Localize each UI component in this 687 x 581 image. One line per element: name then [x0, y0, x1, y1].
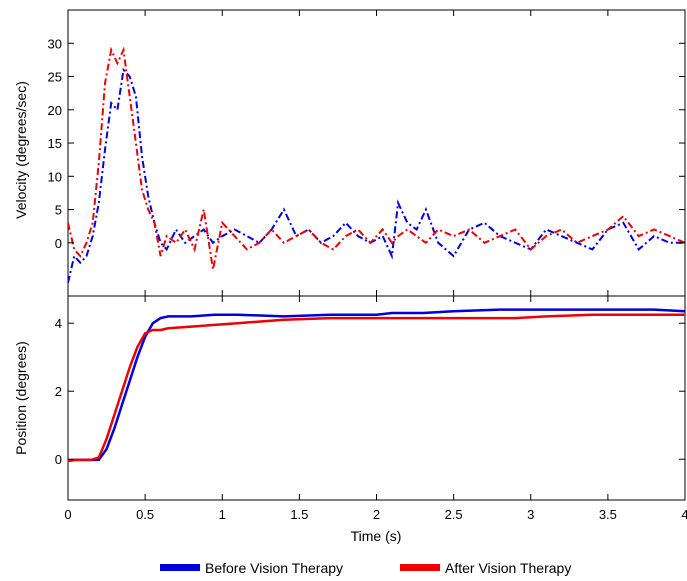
- x-tick-label: 2: [373, 507, 380, 522]
- x-tick-label: 0.5: [136, 507, 154, 522]
- velocity-y-tick-label: 15: [48, 136, 62, 151]
- x-tick-label: 1.5: [290, 507, 308, 522]
- legend-swatch-before: [160, 564, 200, 571]
- velocity-y-tick-label: 20: [48, 103, 62, 118]
- velocity-y-tick-label: 30: [48, 36, 62, 51]
- legend-label-before: Before Vision Therapy: [205, 560, 343, 576]
- legend-label-after: After Vision Therapy: [445, 560, 571, 576]
- x-tick-label: 3: [527, 507, 534, 522]
- position-y-axis-label: Position (degrees): [13, 341, 29, 455]
- position-series-line-after: [68, 313, 685, 463]
- position-y-tick-label: 2: [55, 384, 62, 399]
- velocity-y-tick-label: 5: [55, 203, 62, 218]
- x-axis-label: Time (s): [351, 528, 402, 544]
- x-tick-label: 3.5: [599, 507, 617, 522]
- position-y-tick-label: 4: [55, 316, 62, 331]
- legend: Before Vision Therapy After Vision Thera…: [160, 560, 571, 576]
- velocity-y-tick-label: 10: [48, 169, 62, 184]
- velocity-y-axis-label: Velocity (degrees/sec): [13, 81, 29, 219]
- x-tick-label: 0: [64, 507, 71, 522]
- x-tick-label: 2.5: [445, 507, 463, 522]
- x-tick-label: 4: [681, 507, 687, 522]
- position-series-line-before: [68, 308, 685, 463]
- position-y-tick-label: 0: [55, 452, 62, 467]
- legend-swatch-after: [400, 564, 440, 571]
- velocity-y-tick-label: 25: [48, 70, 62, 85]
- position-plot-frame: [67, 295, 686, 501]
- x-tick-label: 1: [219, 507, 226, 522]
- velocity-series-line-after: [68, 46, 685, 270]
- velocity-y-tick-label: 0: [55, 236, 62, 251]
